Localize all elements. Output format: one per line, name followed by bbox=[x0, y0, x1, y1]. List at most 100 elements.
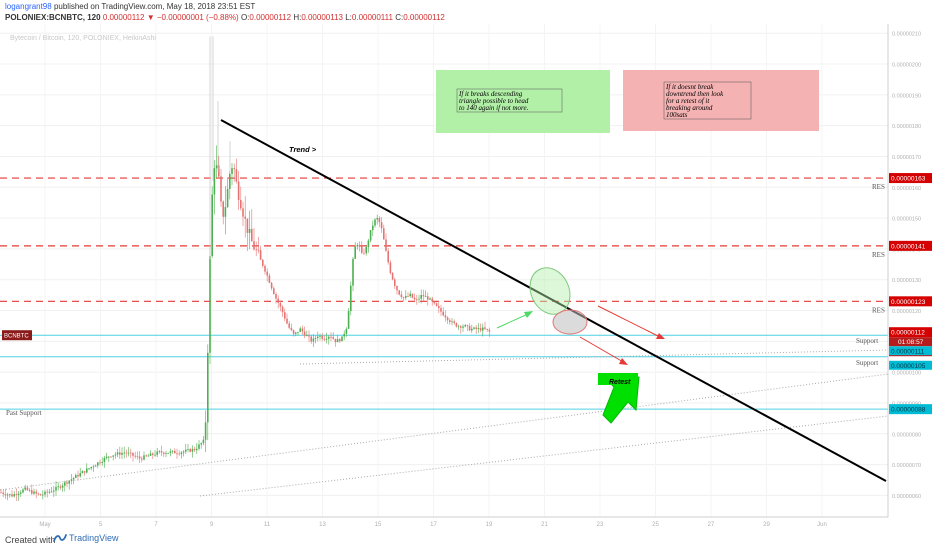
candle bbox=[31, 490, 33, 494]
last-price: 0.00000112 bbox=[102, 13, 145, 22]
candle bbox=[242, 208, 244, 217]
retest-note-line: for a retest of it bbox=[666, 97, 710, 105]
candle bbox=[152, 453, 154, 455]
candle bbox=[354, 246, 356, 259]
breakout-note-line: to 140 again if not more. bbox=[459, 104, 529, 112]
low-label: L: bbox=[345, 13, 352, 22]
candle bbox=[471, 328, 473, 331]
candle bbox=[341, 336, 343, 342]
candle bbox=[288, 323, 290, 328]
retest-note-line: downtrend then look bbox=[666, 90, 724, 98]
candle bbox=[48, 491, 51, 493]
price-chart[interactable]: Bytecoin / Bitcoin, 120, POLONIEX, Heiki… bbox=[0, 24, 932, 530]
dotted-trend-lines bbox=[0, 349, 889, 497]
candle bbox=[244, 216, 246, 219]
time-axis[interactable]: May 5 7 9 11 13 15 17 19 21 23 25 27 29 Jun bbox=[39, 522, 827, 528]
candle bbox=[268, 275, 271, 283]
candle bbox=[396, 285, 398, 291]
candle bbox=[486, 328, 488, 330]
candle bbox=[141, 458, 143, 460]
candle bbox=[180, 452, 183, 455]
candle bbox=[94, 465, 97, 467]
candle bbox=[466, 325, 469, 326]
candle bbox=[163, 452, 165, 454]
candle bbox=[402, 297, 405, 298]
candle bbox=[376, 217, 378, 220]
candle bbox=[99, 462, 101, 464]
candle bbox=[75, 474, 77, 478]
price-tick-label: 0.00000160 bbox=[892, 186, 921, 192]
candle bbox=[136, 456, 139, 458]
candle bbox=[409, 293, 411, 297]
candle bbox=[286, 318, 288, 324]
price-badges: 0.00000163 0.00000141 0.00000123 BCNBTC 0.00… bbox=[2, 173, 932, 415]
candle bbox=[297, 331, 299, 333]
candle bbox=[460, 326, 462, 328]
candle bbox=[317, 336, 319, 338]
candle bbox=[121, 452, 123, 455]
candle bbox=[209, 256, 211, 353]
candle bbox=[235, 169, 238, 182]
candle bbox=[277, 298, 279, 303]
open-value: 0.00000112 bbox=[249, 13, 292, 22]
breakout-note-box[interactable] bbox=[436, 70, 610, 133]
price-tick-label: 0.00000100 bbox=[892, 371, 921, 377]
candle bbox=[50, 491, 53, 493]
support-price-badge bbox=[889, 346, 932, 356]
tradingview-logo-icon bbox=[53, 534, 67, 542]
ohlc-line: POLONIEX:BCNBTC, 120 0.00000112 ▼ −0.000… bbox=[5, 13, 445, 22]
price-tick-label: 0.00000080 bbox=[892, 432, 921, 438]
time-tick-label: 5 bbox=[99, 522, 103, 528]
time-tick-label: Jun bbox=[817, 522, 827, 528]
descending-trendline[interactable] bbox=[220, 119, 887, 482]
time-tick-label: 23 bbox=[597, 522, 604, 528]
resistance-tag: RES bbox=[872, 306, 885, 314]
candle bbox=[279, 302, 282, 307]
breakout-note-frame bbox=[456, 88, 563, 113]
change-arrow-icon: ▼ bbox=[146, 13, 155, 22]
candle bbox=[321, 335, 323, 339]
candle bbox=[440, 308, 442, 312]
candle bbox=[114, 454, 117, 456]
green-arrow bbox=[496, 311, 533, 329]
brand-label: TradingView bbox=[69, 533, 119, 543]
candle bbox=[28, 490, 31, 491]
price-axis[interactable]: 0.00000210 0.00000200 0.00000190 0.00000180… bbox=[892, 32, 921, 500]
candle bbox=[189, 449, 191, 452]
candle bbox=[363, 252, 365, 254]
candle bbox=[4, 494, 7, 496]
candle bbox=[383, 228, 385, 240]
breakout-note: If it breaks descending triangle possibl… bbox=[458, 90, 530, 112]
candle bbox=[270, 282, 273, 289]
candle bbox=[24, 487, 26, 490]
candle bbox=[213, 168, 216, 195]
candle bbox=[215, 165, 218, 169]
retest-note-box[interactable] bbox=[623, 70, 819, 131]
candle bbox=[369, 230, 372, 241]
resistance-price-label: 0.00000123 bbox=[891, 299, 926, 306]
candle bbox=[138, 456, 141, 459]
resistance-price-badge bbox=[889, 240, 932, 251]
candle bbox=[167, 452, 169, 454]
candle bbox=[367, 240, 370, 248]
candle bbox=[339, 339, 341, 342]
candle bbox=[418, 298, 420, 300]
support-price-label: 0.00000111 bbox=[891, 348, 925, 355]
candle bbox=[11, 494, 13, 497]
candle bbox=[303, 331, 306, 336]
candle bbox=[143, 455, 145, 460]
candle bbox=[116, 452, 119, 455]
price-tick-label: 0.00000190 bbox=[892, 93, 921, 99]
candle bbox=[248, 228, 251, 233]
retest-zone-ellipse[interactable] bbox=[552, 309, 588, 335]
candle bbox=[0, 492, 2, 494]
candle bbox=[165, 453, 167, 455]
tradingview-brand-link[interactable]: TradingView bbox=[53, 533, 119, 543]
author-link[interactable]: logangrant98 bbox=[5, 2, 52, 11]
candle bbox=[264, 265, 266, 272]
candle bbox=[433, 301, 436, 304]
candle bbox=[299, 328, 301, 332]
candle bbox=[33, 491, 35, 494]
price-tick-label: 0.00000210 bbox=[892, 32, 921, 38]
candle bbox=[22, 489, 24, 493]
